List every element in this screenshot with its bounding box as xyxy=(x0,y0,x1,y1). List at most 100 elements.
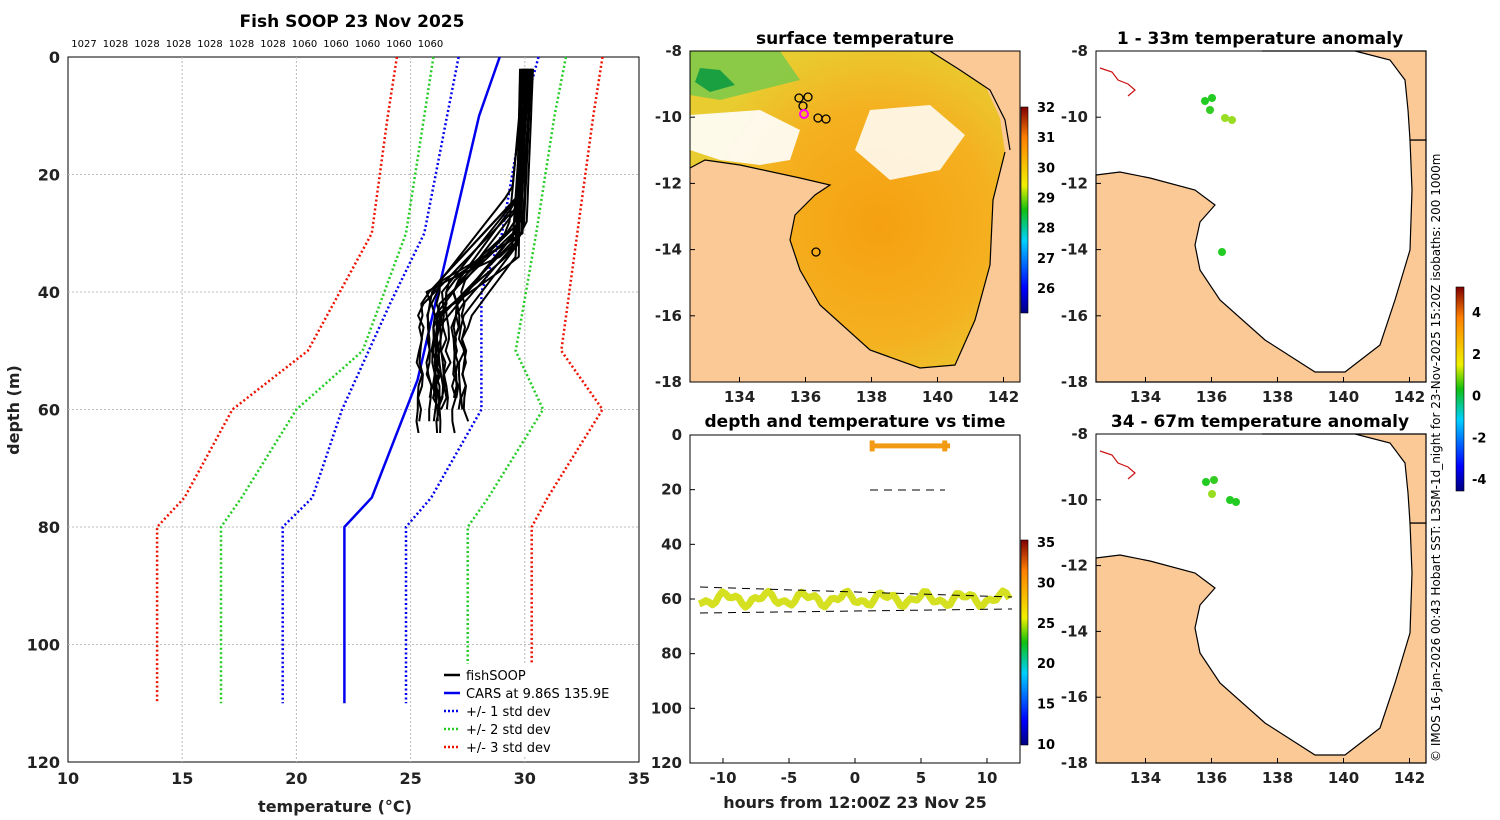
instrument-id: 1028 xyxy=(229,39,254,50)
colorbar-tick: 0 xyxy=(1472,390,1481,405)
profile-y-label: depth (m) xyxy=(4,365,23,455)
ts-y-tick: 120 xyxy=(651,754,682,772)
sst-cloud-gap-2 xyxy=(855,105,965,180)
instrument-id: 1028 xyxy=(260,39,285,50)
sst-colorbar xyxy=(1020,106,1029,314)
ts-y-tick: 20 xyxy=(661,481,682,499)
ts-x-tick: -10 xyxy=(709,769,736,787)
anomaly-colorbar-ticks: 4 2 0 -2 -4 xyxy=(1472,306,1486,488)
profile-y-tick: 120 xyxy=(27,753,60,772)
ts-dash-line-2 xyxy=(699,608,1013,614)
map-x-tick: 142 xyxy=(1394,769,1425,787)
sst-title: surface temperature xyxy=(756,29,954,49)
anomaly-map-shallow: 1 - 33m temperature anomaly 134 136 138 140… xyxy=(1061,29,1427,406)
map-y-tick: -18 xyxy=(1061,373,1088,391)
fishsoop-profile xyxy=(435,68,529,410)
legend-1std: +/- 1 std dev xyxy=(466,705,551,720)
profile-x-tick: 30 xyxy=(514,769,536,788)
instrument-id: 1060 xyxy=(292,39,317,50)
instrument-id-labels: 1027 1028 1028 1028 1028 1028 1028 1060 1060 1060… xyxy=(71,39,443,50)
sst-positions xyxy=(794,92,831,257)
ts-x-tick: -5 xyxy=(781,769,798,787)
colorbar-tick: 10 xyxy=(1037,738,1055,753)
colorbar-tick: 25 xyxy=(1037,617,1055,632)
map-y-tick: -10 xyxy=(655,108,682,126)
anom2-title: 34 - 67m temperature anomaly xyxy=(1111,412,1409,432)
profile-x-label: temperature (°C) xyxy=(258,797,412,816)
instrument-id: 1060 xyxy=(355,39,380,50)
fishsoop-profile xyxy=(432,68,534,434)
sst-y-ticks: -8 -10 -12 -14 -16 -18 xyxy=(655,42,695,391)
ts-x-tick: 5 xyxy=(916,769,926,787)
profile-y-tick: 0 xyxy=(49,48,60,67)
map-x-tick: 140 xyxy=(922,388,953,406)
profile-y-tick: 20 xyxy=(38,166,60,185)
colorbar-tick: 26 xyxy=(1037,282,1055,297)
anom2-points xyxy=(1202,476,1240,506)
profile-x-ticks: 10 15 20 25 30 35 xyxy=(57,769,650,788)
credit-text: © IMOS 16-Jan-2026 00:43 Hobart SST: L3S… xyxy=(1429,154,1443,762)
profile-x-tick: 25 xyxy=(399,769,421,788)
map-x-tick: 136 xyxy=(1196,769,1227,787)
profile-y-ticks: 0 20 40 60 80 100 120 xyxy=(27,48,60,772)
legend-3std: +/- 3 std dev xyxy=(466,741,551,756)
map-x-tick: 142 xyxy=(1394,388,1425,406)
anom1-frame xyxy=(1095,50,1427,383)
map-x-tick: 142 xyxy=(988,388,1019,406)
profile-y-tick: 100 xyxy=(27,636,60,655)
colorbar-tick: 31 xyxy=(1037,131,1055,146)
profile-x-tick: 15 xyxy=(171,769,193,788)
ts-y-ticks: 0 20 40 60 80 100 120 xyxy=(651,426,695,772)
map-x-tick: 138 xyxy=(1262,769,1293,787)
map-x-tick: 134 xyxy=(724,388,755,406)
ts-y-tick: 60 xyxy=(661,590,682,608)
map-y-tick: -14 xyxy=(1061,241,1088,259)
profile-y-tick: 40 xyxy=(38,283,60,302)
map-x-tick: 138 xyxy=(856,388,887,406)
sst-x-ticks: 134 136 138 140 142 xyxy=(724,377,1019,406)
map-x-tick: 140 xyxy=(1328,769,1359,787)
colorbar-tick: 28 xyxy=(1037,222,1055,237)
ts-dive-tracks xyxy=(698,440,1013,611)
series-cars-2-std xyxy=(466,56,568,704)
profile-title: Fish SOOP 23 Nov 2025 xyxy=(240,12,465,32)
profile-y-tick: 60 xyxy=(38,401,60,420)
anomaly-map-deep: 34 - 67m temperature anomaly 134 136 138 14… xyxy=(1061,412,1427,787)
colorbar-tick: 4 xyxy=(1472,306,1481,321)
series-cars-1-std xyxy=(281,56,460,704)
sst-frame xyxy=(689,50,1021,383)
profile-chart: Fish SOOP 23 Nov 2025 1027 1028 1028 1028 10… xyxy=(4,12,650,816)
anom1-title: 1 - 33m temperature anomaly xyxy=(1117,29,1403,49)
profile-x-tick: 20 xyxy=(285,769,307,788)
colorbar-tick: 15 xyxy=(1037,698,1055,713)
sst-cloud-gap-1 xyxy=(690,110,800,165)
colorbar-tick: 32 xyxy=(1037,101,1055,116)
instrument-id: 1027 xyxy=(71,39,96,50)
map-x-tick: 136 xyxy=(790,388,821,406)
map-y-tick: -16 xyxy=(1061,688,1088,706)
profile-legend: fishSOOP CARS at 9.86S 135.9E +/- 1 std … xyxy=(438,664,614,756)
map-y-tick: -8 xyxy=(1071,425,1088,443)
ts-y-tick: 80 xyxy=(661,645,682,663)
fishsoop-profile xyxy=(425,68,532,422)
map-x-tick: 134 xyxy=(1130,769,1161,787)
ts-x-label: hours from 12:00Z 23 Nov 25 xyxy=(723,793,986,812)
instrument-id: 1060 xyxy=(418,39,443,50)
series-cars-3-std xyxy=(530,56,604,704)
map-y-tick: -12 xyxy=(655,174,682,192)
series-cars-at-9-86s-135-9e xyxy=(343,56,501,704)
ts-title: depth and temperature vs time xyxy=(705,412,1006,432)
map-y-tick: -14 xyxy=(1061,622,1088,640)
colorbar-tick: 2 xyxy=(1472,348,1481,363)
legend-cars: CARS at 9.86S 135.9E xyxy=(466,687,609,702)
map-x-tick: 136 xyxy=(1196,388,1227,406)
ts-colorbar xyxy=(1020,539,1029,746)
anom2-frame xyxy=(1095,433,1427,764)
map-y-tick: -18 xyxy=(655,373,682,391)
map-x-tick: 140 xyxy=(1328,388,1359,406)
fishsoop-profile xyxy=(460,68,521,422)
profile-series xyxy=(155,56,604,704)
colorbar-tick: 29 xyxy=(1037,192,1055,207)
anomaly-colorbar xyxy=(1455,286,1465,492)
